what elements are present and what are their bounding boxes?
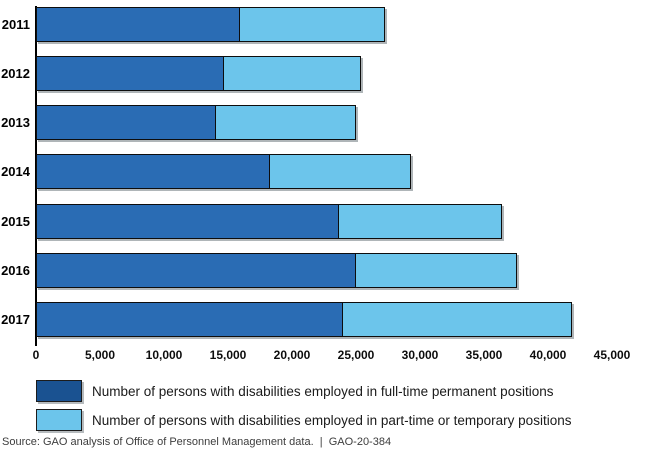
x-tick-label: 10,000 xyxy=(145,348,183,362)
bar-segment-part-time xyxy=(338,203,502,239)
bar-segment-part-time xyxy=(342,302,573,338)
legend-label-full-time: Number of persons with disabilities empl… xyxy=(92,383,554,399)
x-tick-label: 15,000 xyxy=(209,348,247,362)
bar-segment-part-time xyxy=(223,55,362,91)
year-label: 2016 xyxy=(1,263,30,278)
bar-segment-part-time xyxy=(215,105,356,141)
year-label: 2014 xyxy=(1,164,30,180)
bar-segment-part-time xyxy=(238,6,386,42)
year-label: 2015 xyxy=(1,213,30,229)
x-tick-label: 45,000 xyxy=(593,348,631,362)
bar-segment-full-time xyxy=(36,6,240,42)
year-label: 2012 xyxy=(1,65,30,81)
x-tick-label: 25,000 xyxy=(337,348,375,362)
legend-label-part-time: Number of persons with disabilities empl… xyxy=(92,412,572,428)
year-label: 2013 xyxy=(1,115,30,131)
x-tick-label: 40,000 xyxy=(529,348,567,362)
source-note: Source: GAO analysis of Office of Person… xyxy=(2,436,392,448)
legend-item-full-time: Number of persons with disabilities empl… xyxy=(36,379,571,403)
bar-row-2015 xyxy=(36,203,502,239)
bar-segment-part-time xyxy=(269,154,412,190)
bar-segment-part-time xyxy=(355,253,518,288)
bar-segment-full-time xyxy=(36,154,271,190)
year-label: 2017 xyxy=(1,312,30,328)
bar-row-2016 xyxy=(36,253,518,288)
bar-segment-full-time xyxy=(36,203,340,239)
legend-item-part-time: Number of persons with disabilities empl… xyxy=(36,408,571,432)
legend: Number of persons with disabilities empl… xyxy=(36,379,571,437)
plot-area: 2011 2012 2013 2014 2015 2016 2017 0 5,000 10,00… xyxy=(1,6,631,362)
x-tick-label: 5,000 xyxy=(84,348,116,362)
bar-segment-full-time xyxy=(36,55,225,91)
bar-segment-full-time xyxy=(36,105,217,141)
legend-swatch-full-time xyxy=(36,380,82,402)
x-tick-label: 35,000 xyxy=(465,348,503,362)
legend-swatch-part-time xyxy=(36,409,82,431)
x-tick-label: 0 xyxy=(32,348,40,362)
x-tick-label: 30,000 xyxy=(401,348,439,362)
year-label: 2011 xyxy=(1,16,30,32)
bar-segment-full-time xyxy=(36,302,344,338)
bar-row-2014 xyxy=(36,154,412,190)
x-tick-label: 20,000 xyxy=(273,348,311,362)
bar-row-2013 xyxy=(36,105,356,141)
bar-row-2017 xyxy=(36,302,573,338)
bar-segment-full-time xyxy=(36,253,356,288)
bar-row-2011 xyxy=(36,6,386,42)
bar-row-2012 xyxy=(36,55,362,91)
